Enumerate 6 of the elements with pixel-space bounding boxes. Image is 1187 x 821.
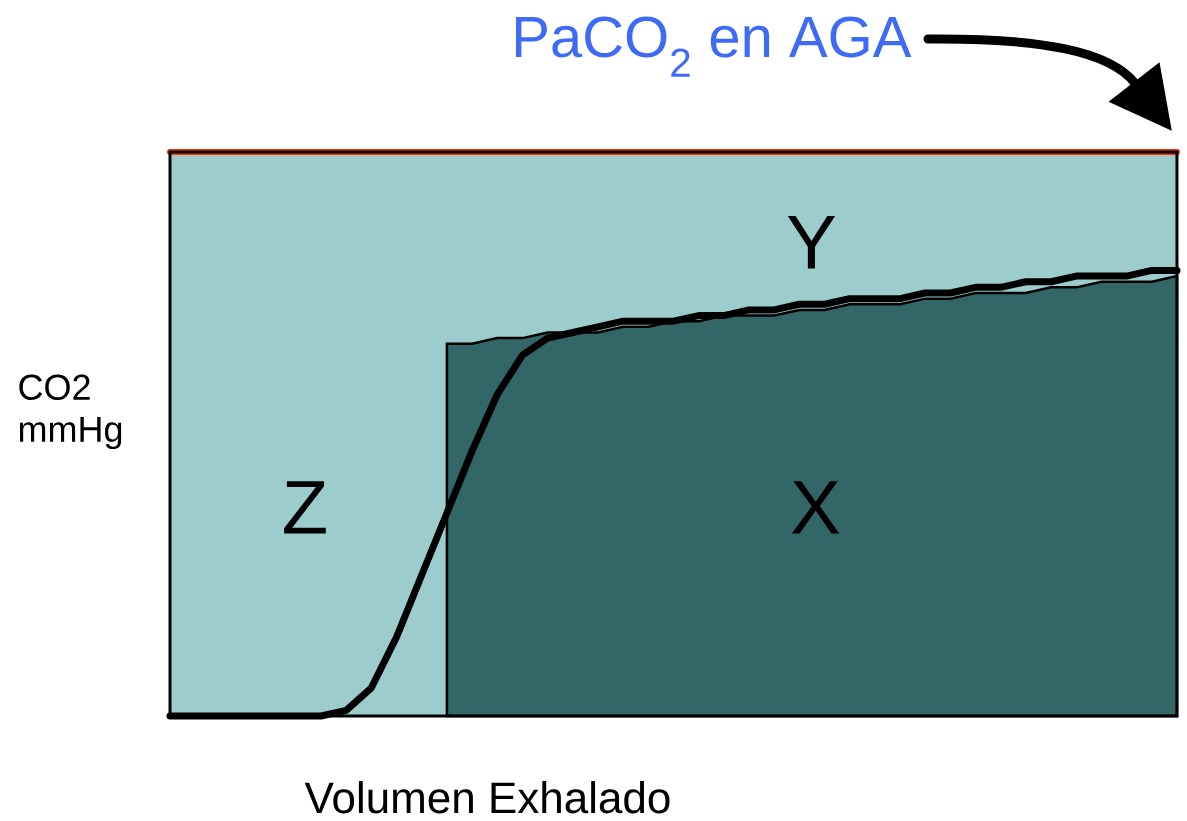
x-axis-title: Volumen Exhalado: [304, 781, 670, 814]
annotation: Y: [787, 216, 836, 269]
annotation: X: [791, 481, 840, 534]
annotation: Z: [284, 481, 326, 534]
chart-title: PaCO$_{2}$ en AGA: [516, 16, 912, 77]
y-axis-title: CO2 mmHg: [19, 374, 122, 450]
